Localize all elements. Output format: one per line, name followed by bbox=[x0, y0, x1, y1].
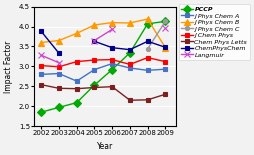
Y-axis label: Impact Factor: Impact Factor bbox=[4, 40, 13, 93]
Legend: PCCP, J Phys Chem A, J Phys Chem B, J Phys Chem C, J Chem Phys, Chem Phys Letts,: PCCP, J Phys Chem A, J Phys Chem B, J Ph… bbox=[178, 4, 249, 60]
X-axis label: Year: Year bbox=[97, 142, 113, 151]
